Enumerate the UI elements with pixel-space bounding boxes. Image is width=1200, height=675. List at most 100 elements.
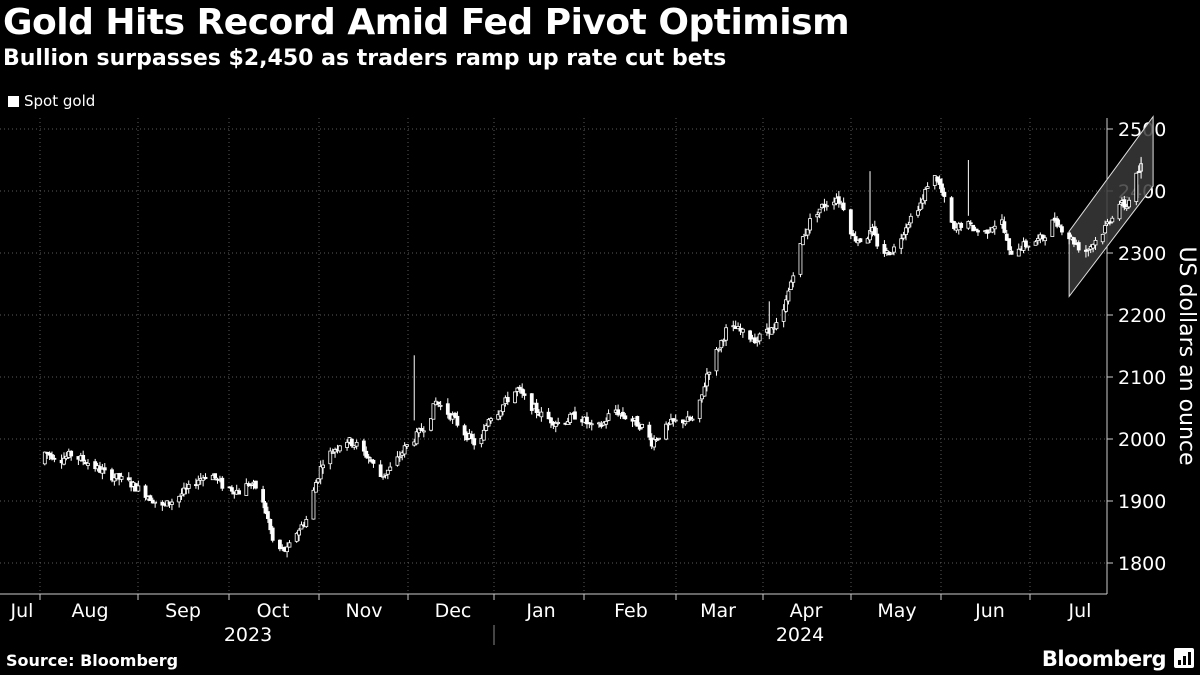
candle-body [774, 322, 779, 330]
candle-body [220, 477, 225, 489]
candle-body [1108, 221, 1112, 224]
candle-body [469, 433, 474, 440]
candle-body [179, 493, 184, 497]
candle-body [752, 337, 757, 344]
candle-body [170, 501, 174, 505]
candle-body [918, 202, 923, 210]
x-tick-label: Apr [790, 600, 823, 622]
y-tick-label: 2100 [1118, 367, 1166, 389]
candle-body [126, 477, 131, 481]
candle-body [621, 411, 625, 417]
candle-body [1009, 250, 1014, 255]
candle-body [481, 429, 486, 441]
candle-body [484, 425, 489, 431]
candle-body [546, 411, 551, 420]
x-tick-label: Feb [614, 600, 648, 622]
candle-body [952, 221, 956, 229]
candle-body [724, 327, 728, 341]
candle-body [213, 473, 218, 479]
candle-body [1110, 217, 1115, 223]
candle-body [940, 183, 944, 193]
candle-body [666, 423, 671, 426]
candle-body [736, 326, 740, 330]
candle-body [366, 456, 371, 459]
candle-body [177, 495, 182, 503]
candle-body [287, 542, 292, 548]
candle-body [585, 416, 589, 425]
y-tick-label: 2000 [1118, 429, 1166, 451]
candle-body [1103, 225, 1108, 234]
candle-body [455, 415, 460, 426]
x-tick-label: Jul [1068, 600, 1092, 622]
candle-body [899, 238, 904, 249]
candle-body [388, 466, 393, 471]
candle-body [664, 423, 669, 440]
candle-body [640, 423, 645, 428]
candle-body [1055, 218, 1060, 227]
candle-body [381, 475, 385, 478]
candle-body [337, 445, 342, 452]
candle-body [263, 502, 268, 514]
candle-body [395, 456, 400, 466]
candle-body [673, 419, 678, 422]
candle-body [333, 449, 337, 453]
candle-body [791, 275, 796, 283]
candle-body [230, 487, 234, 492]
candle-body [1136, 171, 1141, 173]
candle-body [299, 524, 304, 530]
candle-body [505, 396, 510, 403]
candle-body [853, 236, 858, 242]
candle-body [748, 330, 752, 340]
candle-body [153, 501, 158, 504]
candle-body [942, 191, 947, 197]
candle-body [976, 230, 980, 233]
candle-body [815, 214, 820, 218]
candle-body [47, 452, 52, 456]
candle-body [453, 412, 457, 418]
candle-body [872, 226, 877, 236]
candle-body [841, 202, 846, 211]
x-tick-label: Oct [257, 600, 290, 622]
candle-body [429, 418, 433, 431]
x-tick-label: Jun [974, 600, 1005, 622]
candle-body [93, 461, 98, 469]
candle-body [599, 424, 604, 427]
candle-body [757, 333, 762, 342]
candle-body [568, 413, 573, 423]
candle-body [328, 450, 333, 465]
legend-label: Spot gold [24, 92, 96, 110]
candle-body [1050, 219, 1055, 237]
candle-body [697, 399, 702, 419]
x-tick-label: Dec [435, 600, 472, 622]
candle-body [311, 489, 316, 520]
year-label: 2024 [776, 624, 824, 646]
candle-body [397, 456, 402, 459]
candle-body [62, 457, 66, 465]
candle-body [707, 371, 712, 375]
candle-body [81, 454, 86, 462]
candle-body [1067, 232, 1072, 240]
candle-body [100, 468, 105, 474]
candle-body [1100, 233, 1105, 243]
x-tick-label: Sep [165, 600, 201, 622]
candle-body [313, 482, 318, 493]
x-tick-label: Aug [71, 600, 108, 622]
candle-body [817, 208, 822, 214]
candle-body [436, 401, 441, 405]
candle-body [836, 196, 841, 204]
candle-body [565, 421, 570, 425]
candle-body [1024, 240, 1028, 248]
candle-body [86, 462, 90, 466]
candle-body [431, 403, 436, 420]
legend-swatch [8, 95, 19, 107]
candle-body [345, 441, 349, 448]
candle-body [318, 466, 323, 480]
candle-body [385, 469, 390, 475]
x-tick-label: Jul [10, 600, 34, 622]
candle-body [364, 450, 369, 458]
candle-body [788, 281, 793, 290]
candle-body [1084, 249, 1088, 252]
candle-body [498, 410, 503, 417]
candle-body [700, 394, 704, 400]
candle-body [160, 501, 165, 506]
